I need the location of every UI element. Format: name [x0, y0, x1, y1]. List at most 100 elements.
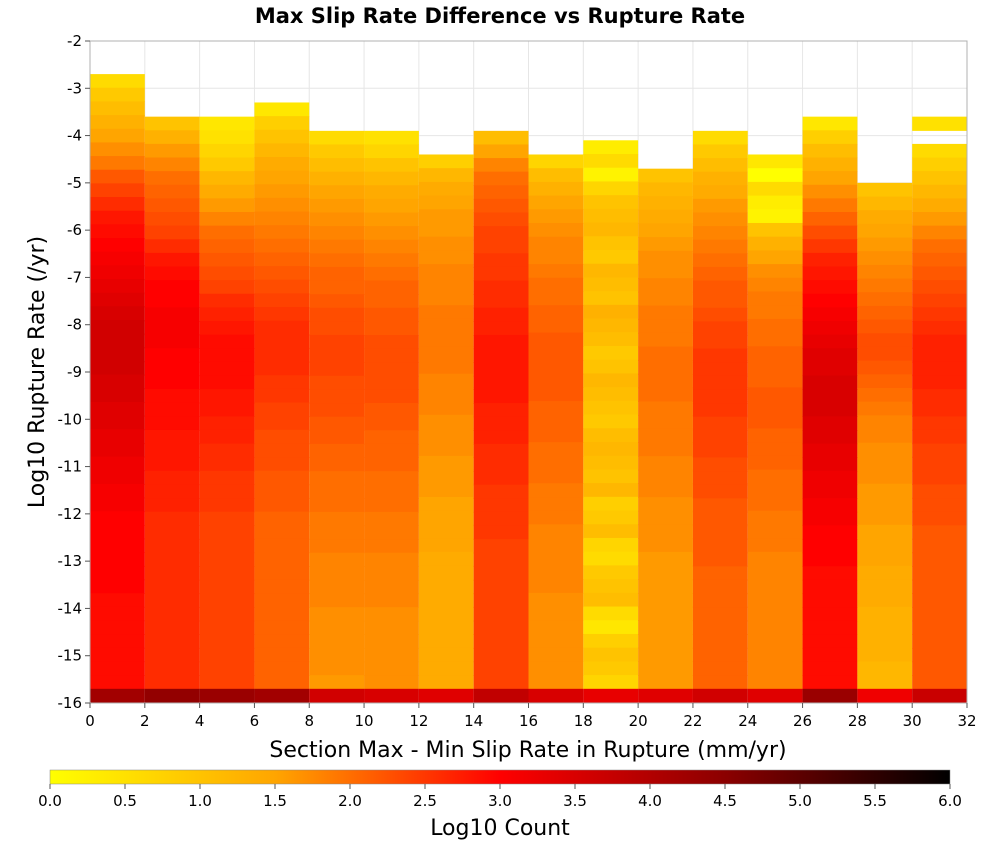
heatmap-cell [199, 157, 255, 172]
heatmap-cell [144, 443, 200, 458]
heatmap-cell [254, 293, 310, 308]
heatmap-cell [912, 375, 967, 390]
heatmap-cell [144, 416, 200, 431]
heatmap-cell [309, 130, 365, 146]
heatmap-cell [692, 634, 748, 649]
heatmap-cell [144, 375, 200, 390]
heatmap-cell [418, 442, 474, 457]
heatmap-cell [309, 158, 365, 173]
heatmap-cell [90, 306, 145, 321]
heatmap-cell [254, 593, 310, 608]
heatmap-cell [364, 647, 419, 663]
heatmap-cell [528, 428, 584, 443]
heatmap-cell [309, 294, 365, 309]
heatmap-cell [912, 212, 967, 227]
heatmap-cell [857, 360, 913, 375]
heatmap-cell [692, 675, 748, 690]
heatmap-cell [418, 332, 474, 347]
y-tick-label: -6 [67, 221, 82, 239]
heatmap-cell [857, 292, 913, 307]
heatmap-cell [364, 185, 419, 200]
heatmap-cell [583, 675, 639, 690]
heatmap-cell [857, 401, 913, 416]
heatmap-cell [364, 266, 419, 282]
heatmap-cell [802, 361, 858, 377]
heatmap-cell [583, 661, 639, 676]
heatmap-cell [857, 305, 913, 321]
heatmap-cell [857, 470, 913, 485]
heatmap-cell [528, 606, 584, 621]
y-tick-label: -9 [67, 363, 82, 381]
heatmap-cell [747, 264, 803, 279]
heatmap-cell [90, 647, 145, 663]
heatmap-cell [912, 525, 967, 540]
heatmap-cell [747, 373, 803, 388]
heatmap-cell [857, 374, 913, 389]
heatmap-cell [692, 552, 748, 567]
heatmap-cell [692, 253, 748, 268]
heatmap-cell [857, 428, 913, 444]
heatmap-cell [144, 470, 200, 486]
heatmap-cell [473, 171, 529, 186]
heatmap-cell [912, 416, 967, 431]
heatmap-cell [802, 634, 858, 649]
heatmap-cell [364, 198, 419, 214]
heatmap-cell [199, 171, 255, 186]
x-tick-label: 2 [140, 712, 150, 730]
heatmap-cell [144, 361, 200, 377]
heatmap-cell [199, 184, 255, 199]
heatmap-cell [90, 319, 145, 335]
heatmap-cell [418, 606, 474, 621]
heatmap-cell [747, 661, 803, 676]
heatmap-cell [90, 497, 145, 512]
heatmap-cell [254, 102, 310, 117]
heatmap-cell [90, 593, 145, 608]
heatmap-cell [802, 266, 858, 281]
heatmap-cell [144, 252, 200, 268]
heatmap-cell [638, 606, 693, 621]
heatmap-cell [747, 305, 803, 320]
heatmap-cell [747, 551, 803, 567]
heatmap-cell [747, 483, 803, 498]
heatmap-cell [692, 457, 748, 472]
heatmap-cell [254, 416, 310, 431]
heatmap-cell [144, 157, 200, 172]
colorbar [49, 769, 951, 785]
heatmap-cell [747, 332, 803, 347]
heatmap-cell [692, 185, 748, 200]
heatmap-cell [912, 661, 967, 676]
heatmap-cell [364, 416, 419, 431]
heatmap-cell [528, 497, 584, 512]
heatmap-cell [90, 511, 145, 526]
heatmap-cell [912, 252, 967, 268]
x-tick-label: 16 [519, 712, 538, 730]
heatmap-cell [528, 250, 584, 265]
heatmap-cell [912, 484, 967, 499]
x-tick-label: 26 [793, 712, 812, 730]
heatmap-cell [747, 414, 803, 430]
heatmap-cell [418, 428, 474, 443]
heatmap-cell [747, 469, 803, 484]
heatmap-cell [473, 158, 529, 173]
heatmap-cell [309, 416, 365, 431]
heatmap-cell [638, 196, 693, 211]
heatmap-cell [418, 195, 474, 210]
heatmap-cell [802, 130, 858, 145]
heatmap-cell [583, 291, 639, 306]
colorbar-tick-label: 1.0 [188, 792, 212, 810]
heatmap-cell [528, 469, 584, 484]
heatmap-cell [473, 321, 529, 336]
y-tick-label: -16 [58, 694, 83, 712]
heatmap-cell [473, 675, 529, 690]
colorbar-tick-label: 5.5 [863, 792, 887, 810]
heatmap-cell [638, 360, 693, 375]
heatmap-cell [199, 538, 255, 554]
heatmap-cell [144, 429, 200, 445]
heatmap-cell [144, 334, 200, 349]
heatmap-cell [254, 525, 310, 540]
heatmap-cell [583, 647, 639, 662]
heatmap-cell [692, 239, 748, 254]
heatmap-cell [583, 387, 639, 402]
heatmap-cell [857, 442, 913, 457]
